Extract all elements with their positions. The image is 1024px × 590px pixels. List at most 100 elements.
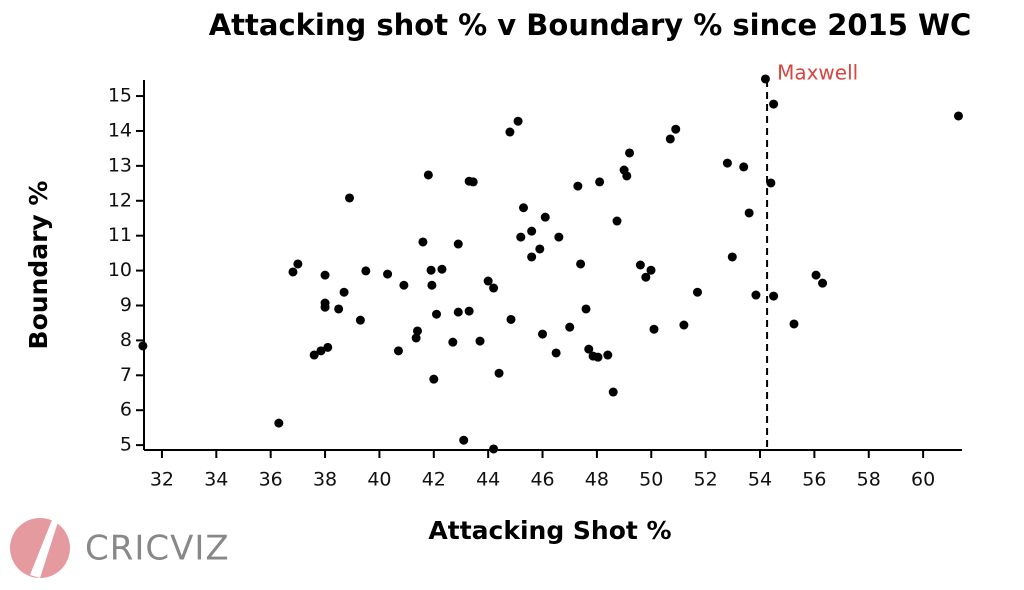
x-tick-label: 34	[204, 469, 228, 491]
x-tick-label: 46	[530, 469, 554, 491]
y-tick-label: 7	[120, 364, 132, 386]
point	[288, 267, 298, 277]
point	[448, 337, 458, 347]
x-tick-label: 52	[694, 469, 718, 491]
y-tick-label: 12	[108, 189, 132, 211]
x-tick-label: 32	[150, 469, 174, 491]
point	[274, 418, 284, 428]
point	[622, 171, 632, 181]
point	[584, 344, 594, 354]
x-tick-label: 42	[422, 469, 446, 491]
point	[576, 259, 586, 269]
point	[418, 237, 428, 247]
y-tick-label: 6	[120, 399, 132, 421]
point	[516, 232, 526, 242]
point	[468, 177, 478, 187]
point	[811, 270, 821, 280]
point	[608, 387, 618, 397]
point	[494, 368, 504, 378]
point	[412, 326, 422, 336]
point	[293, 259, 303, 269]
point	[538, 329, 548, 339]
point	[679, 320, 689, 330]
point	[722, 158, 732, 168]
point	[505, 127, 515, 137]
point	[789, 319, 799, 329]
x-tick-label: 48	[585, 469, 609, 491]
y-tick-label: 15	[108, 85, 132, 107]
point	[320, 270, 330, 280]
point	[483, 276, 493, 286]
point	[138, 341, 148, 351]
x-tick-label: 56	[802, 469, 826, 491]
point	[953, 111, 963, 121]
logo-text: CRICVIZ	[85, 529, 230, 569]
point	[671, 124, 681, 134]
x-tick-label: 36	[259, 469, 283, 491]
point	[692, 287, 702, 297]
point	[432, 309, 442, 319]
point	[411, 333, 421, 343]
point	[593, 352, 603, 362]
x-axis-label: Attacking Shot %	[428, 516, 671, 545]
point	[323, 342, 333, 352]
point	[339, 287, 349, 297]
point	[581, 304, 591, 314]
point	[535, 244, 545, 254]
point	[513, 116, 523, 126]
x-tick-label: 38	[313, 469, 337, 491]
point	[612, 216, 622, 226]
point	[649, 324, 659, 334]
point	[437, 264, 447, 274]
point	[519, 203, 529, 213]
point	[595, 177, 605, 187]
y-tick-label: 14	[108, 119, 132, 141]
point	[751, 290, 761, 300]
point	[453, 239, 463, 249]
point	[565, 322, 575, 332]
point	[320, 302, 330, 312]
point	[739, 162, 749, 172]
point	[554, 232, 564, 242]
y-tick-label: 9	[120, 294, 132, 316]
point	[489, 444, 499, 454]
point	[573, 181, 583, 191]
y-tick-label: 5	[120, 434, 132, 456]
chart-title: Attacking shot % v Boundary % since 2015…	[209, 8, 972, 42]
point	[423, 170, 433, 180]
point	[361, 266, 371, 276]
point	[426, 265, 436, 275]
point	[603, 350, 613, 360]
point	[527, 252, 537, 262]
point	[489, 283, 499, 293]
point	[399, 280, 409, 290]
point	[355, 315, 365, 325]
x-tick-label: 60	[911, 469, 935, 491]
point	[635, 260, 645, 270]
logo-icon	[10, 518, 70, 578]
point	[506, 314, 516, 324]
point	[769, 291, 779, 301]
point	[429, 374, 439, 384]
point	[744, 208, 754, 218]
x-tick-label: 54	[748, 469, 772, 491]
y-tick-label: 11	[108, 224, 132, 246]
logo-bat	[30, 520, 58, 578]
point	[646, 265, 656, 275]
point	[665, 134, 675, 144]
point	[818, 278, 828, 288]
point	[727, 252, 737, 262]
point	[316, 346, 326, 356]
annotation: Maxwell	[777, 61, 858, 85]
point	[641, 272, 651, 282]
x-tick-label: 44	[476, 469, 500, 491]
point	[540, 212, 550, 222]
y-tick-label: 13	[108, 154, 132, 176]
logo: CRICVIZ	[10, 518, 230, 578]
point	[345, 193, 355, 203]
point	[766, 178, 776, 188]
point	[760, 74, 770, 84]
point	[427, 280, 437, 290]
point	[475, 336, 485, 346]
